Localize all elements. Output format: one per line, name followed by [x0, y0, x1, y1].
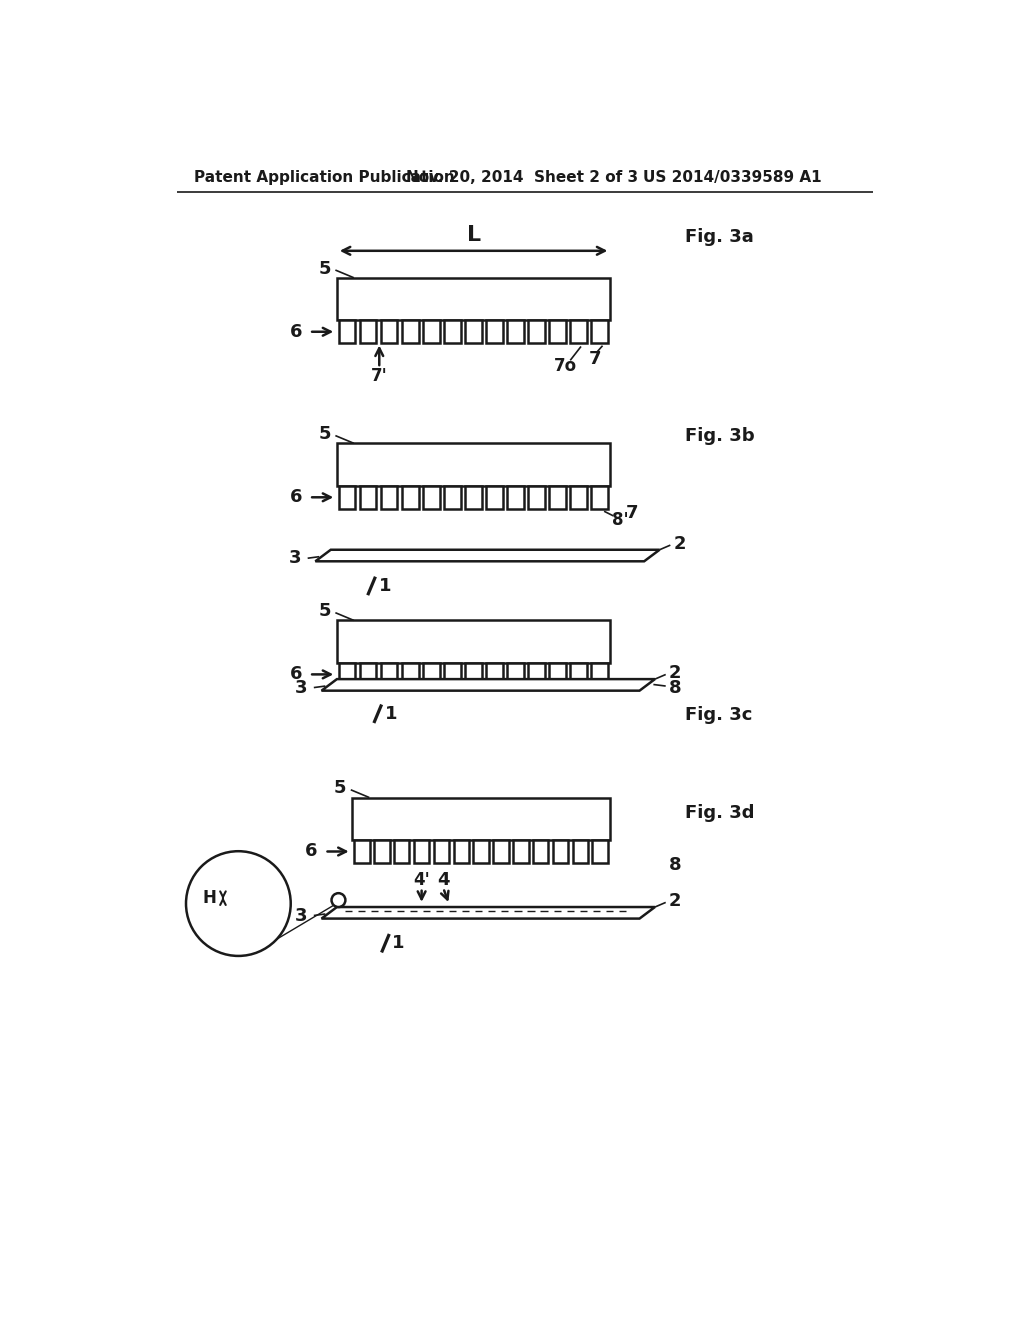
Text: Fig. 3a: Fig. 3a: [685, 228, 754, 246]
Bar: [549, 663, 565, 686]
Text: 8: 8: [669, 678, 681, 697]
Bar: [354, 840, 370, 863]
Bar: [486, 321, 503, 343]
Bar: [360, 321, 377, 343]
Bar: [591, 486, 608, 510]
Text: 2: 2: [674, 535, 686, 553]
Text: H: H: [202, 890, 216, 907]
Bar: [572, 840, 588, 863]
Polygon shape: [315, 549, 659, 561]
Bar: [486, 663, 503, 686]
Bar: [593, 840, 608, 863]
Bar: [381, 321, 397, 343]
Bar: [507, 321, 523, 343]
Bar: [591, 663, 608, 686]
Bar: [494, 840, 509, 863]
Text: 6: 6: [290, 323, 302, 341]
Bar: [486, 486, 503, 510]
Text: Patent Application Publication: Patent Application Publication: [195, 170, 456, 185]
Bar: [444, 321, 461, 343]
Text: Fig. 3c: Fig. 3c: [685, 706, 753, 725]
Polygon shape: [322, 907, 655, 919]
Bar: [570, 663, 587, 686]
Bar: [528, 321, 545, 343]
Text: 3: 3: [295, 678, 307, 697]
Bar: [394, 840, 410, 863]
Text: Nov. 20, 2014  Sheet 2 of 3: Nov. 20, 2014 Sheet 2 of 3: [407, 170, 638, 185]
Bar: [339, 663, 355, 686]
Text: 6: 6: [290, 665, 302, 684]
Bar: [339, 321, 355, 343]
Bar: [423, 486, 439, 510]
Bar: [381, 486, 397, 510]
Polygon shape: [322, 678, 655, 690]
Text: US 2014/0339589 A1: US 2014/0339589 A1: [643, 170, 821, 185]
Circle shape: [186, 851, 291, 956]
Text: 7': 7': [371, 367, 388, 384]
Bar: [434, 840, 450, 863]
Bar: [339, 486, 355, 510]
Bar: [444, 663, 461, 686]
Bar: [507, 486, 523, 510]
Bar: [465, 663, 481, 686]
Text: 8': 8': [611, 511, 629, 529]
Text: 7: 7: [589, 350, 601, 368]
Text: 5: 5: [318, 425, 331, 444]
Bar: [465, 486, 481, 510]
Bar: [591, 321, 608, 343]
Bar: [570, 321, 587, 343]
Text: 8: 8: [669, 855, 681, 874]
Text: 2: 2: [669, 664, 681, 682]
Text: 5: 5: [334, 779, 346, 797]
Bar: [402, 663, 419, 686]
Text: 6: 6: [290, 488, 302, 507]
Text: L: L: [467, 226, 480, 246]
Bar: [570, 486, 587, 510]
Text: 7: 7: [626, 504, 638, 521]
Bar: [549, 486, 565, 510]
Bar: [402, 486, 419, 510]
Bar: [374, 840, 389, 863]
Text: Fig. 3b: Fig. 3b: [685, 426, 755, 445]
Bar: [402, 321, 419, 343]
Bar: [337, 444, 610, 486]
Text: 5: 5: [318, 260, 331, 277]
Bar: [352, 797, 610, 840]
Text: 6: 6: [305, 842, 317, 861]
Bar: [553, 840, 568, 863]
Bar: [549, 321, 565, 343]
Bar: [528, 663, 545, 686]
Text: 2: 2: [669, 892, 681, 909]
Bar: [528, 486, 545, 510]
Bar: [473, 840, 488, 863]
Bar: [454, 840, 469, 863]
Bar: [414, 840, 429, 863]
Text: 1: 1: [392, 935, 404, 952]
Text: 3: 3: [295, 907, 307, 924]
Circle shape: [332, 894, 345, 907]
Bar: [337, 620, 610, 663]
Bar: [444, 486, 461, 510]
Text: Fig. 3d: Fig. 3d: [685, 804, 755, 821]
Text: 4: 4: [437, 871, 450, 890]
Bar: [381, 663, 397, 686]
Text: 5: 5: [318, 602, 331, 620]
Bar: [337, 277, 610, 321]
Bar: [360, 663, 377, 686]
Text: 7o: 7o: [554, 358, 578, 375]
Bar: [360, 486, 377, 510]
Text: 1: 1: [385, 705, 397, 723]
Text: 3: 3: [289, 549, 301, 568]
Bar: [513, 840, 528, 863]
Bar: [532, 840, 549, 863]
Bar: [507, 663, 523, 686]
Bar: [423, 321, 439, 343]
Bar: [465, 321, 481, 343]
Text: 4': 4': [414, 871, 430, 890]
Bar: [423, 663, 439, 686]
Text: 1: 1: [379, 577, 391, 595]
